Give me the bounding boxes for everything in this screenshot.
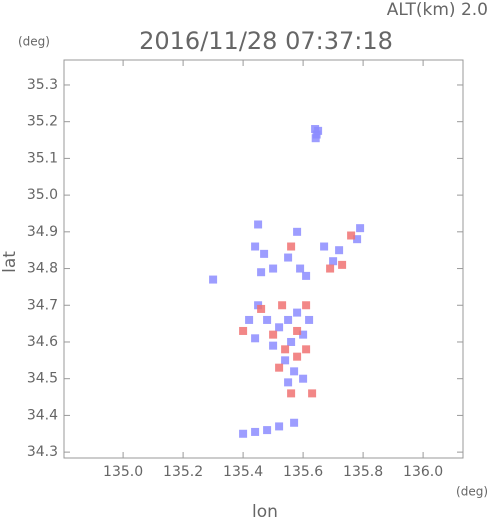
y-tick-label: 34.9 bbox=[27, 224, 58, 240]
x-tick-label: 136.0 bbox=[403, 464, 443, 480]
y-tick-label: 34.5 bbox=[27, 371, 58, 387]
echo-point bbox=[335, 246, 344, 255]
echo-point bbox=[311, 134, 320, 143]
x-unit: (deg) bbox=[456, 485, 488, 499]
x-tick-label: 135.8 bbox=[343, 464, 383, 480]
echo-point bbox=[260, 249, 269, 258]
y-tick-label: 34.8 bbox=[27, 261, 58, 277]
x-tick-label: 135.6 bbox=[283, 464, 323, 480]
echo-point bbox=[281, 356, 290, 365]
echo-point bbox=[275, 363, 284, 372]
echo-point bbox=[293, 227, 302, 236]
echo-point bbox=[299, 374, 308, 383]
echo-point bbox=[284, 315, 293, 324]
echo-point bbox=[290, 367, 299, 376]
y-tick-label: 35.2 bbox=[27, 114, 58, 130]
x-tick-label: 135.0 bbox=[103, 464, 143, 480]
y-tick-label: 34.7 bbox=[27, 297, 58, 313]
echo-point bbox=[329, 257, 338, 266]
echo-point bbox=[269, 330, 278, 339]
echo-point bbox=[353, 235, 362, 244]
echo-point bbox=[302, 345, 311, 354]
echo-point bbox=[299, 330, 308, 339]
echo-point bbox=[320, 242, 329, 251]
echo-point bbox=[239, 326, 248, 335]
y-tick-label: 35.0 bbox=[27, 187, 58, 203]
echo-point bbox=[302, 271, 311, 280]
echo-point bbox=[257, 268, 266, 277]
y-tick-label: 34.4 bbox=[27, 407, 58, 423]
echo-point bbox=[278, 301, 287, 310]
y-tick-label: 35.3 bbox=[27, 77, 58, 93]
echo-point bbox=[239, 429, 248, 438]
x-axis-label: lon bbox=[252, 502, 278, 521]
echo-point bbox=[257, 304, 266, 313]
echo-point bbox=[275, 422, 284, 431]
echo-point bbox=[356, 224, 365, 233]
echo-point bbox=[293, 308, 302, 317]
echo-point bbox=[284, 378, 293, 387]
echo-point bbox=[209, 275, 218, 284]
echo-point bbox=[347, 231, 356, 240]
chart-title: 2016/11/28 07:37:18 bbox=[139, 27, 393, 55]
echo-point bbox=[269, 341, 278, 350]
echo-point bbox=[287, 242, 296, 251]
altitude-label: ALT(km) 2.0 bbox=[387, 0, 488, 20]
echo-point bbox=[287, 389, 296, 398]
echo-point bbox=[269, 264, 278, 273]
echo-point bbox=[263, 426, 272, 435]
echo-point bbox=[251, 427, 260, 436]
echo-point bbox=[338, 260, 347, 269]
x-tick-label: 135.2 bbox=[163, 464, 203, 480]
y-tick-label: 35.1 bbox=[27, 150, 58, 166]
echo-point bbox=[308, 389, 317, 398]
echo-point bbox=[305, 315, 314, 324]
y-axis-label: lat bbox=[0, 251, 20, 273]
echo-point bbox=[245, 315, 254, 324]
echo-point bbox=[302, 301, 311, 310]
x-tick-label: 135.4 bbox=[223, 464, 263, 480]
y-tick-label: 34.6 bbox=[27, 334, 58, 350]
echo-point bbox=[293, 326, 302, 335]
y-unit: (deg) bbox=[18, 35, 50, 49]
echo-point bbox=[287, 337, 296, 346]
echo-point bbox=[326, 264, 335, 273]
echo-point bbox=[254, 220, 263, 229]
echo-point bbox=[284, 253, 293, 262]
echo-point bbox=[293, 352, 302, 361]
echo-point bbox=[275, 323, 284, 332]
plot-frame bbox=[63, 59, 464, 459]
echo-point bbox=[290, 418, 299, 427]
echo-point bbox=[251, 242, 260, 251]
echo-point bbox=[263, 315, 272, 324]
echo-point bbox=[281, 345, 290, 354]
echo-point bbox=[296, 264, 305, 273]
y-tick-label: 34.3 bbox=[27, 444, 58, 460]
echo-point bbox=[314, 126, 323, 135]
echo-point bbox=[251, 334, 260, 343]
